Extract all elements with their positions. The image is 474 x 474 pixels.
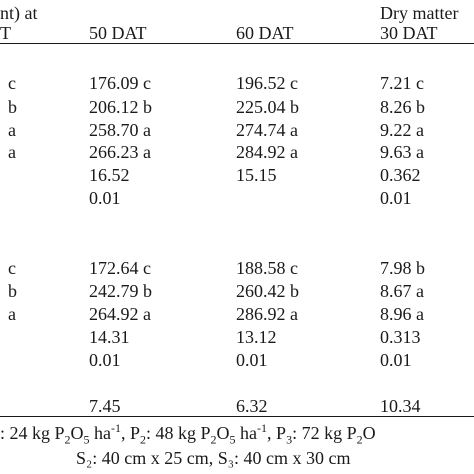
cell-60-dat: 188.58 c xyxy=(236,258,298,278)
lsd-50-dat: 14.31 xyxy=(89,327,130,347)
cell-50-dat: 176.09 c xyxy=(89,73,151,93)
cell-30-dat: 9.22 a xyxy=(380,120,424,140)
cell-30-dat: 7.98 b xyxy=(380,258,425,278)
lsd-30-dat: 0.362 xyxy=(380,165,421,185)
cell-60-dat: 196.52 c xyxy=(236,73,298,93)
cell-60-dat: 284.92 a xyxy=(236,142,298,162)
cv-30-dat: 10.34 xyxy=(380,396,421,416)
cut-letter: a xyxy=(8,120,16,140)
header-partial-left-bottom: T xyxy=(0,23,11,43)
cut-letter: c xyxy=(8,73,16,93)
level-30-dat: 0.01 xyxy=(380,188,412,208)
lsd-60-dat: 15.15 xyxy=(236,165,277,185)
cv-50-dat: 7.45 xyxy=(89,396,121,416)
cell-60-dat: 260.42 b xyxy=(236,281,299,301)
cell-30-dat: 8.26 b xyxy=(380,97,425,117)
cell-30-dat: 7.21 c xyxy=(380,73,424,93)
cut-letter: a xyxy=(8,304,16,324)
lsd-50-dat: 16.52 xyxy=(89,165,130,185)
cell-30-dat: 8.96 a xyxy=(380,304,424,324)
level-60-dat: 0.01 xyxy=(236,350,268,370)
cv-60-dat: 6.32 xyxy=(236,396,268,416)
cell-50-dat: 206.12 b xyxy=(89,97,152,117)
header-dry-matter: Dry matter xyxy=(380,3,459,23)
cut-letter: a xyxy=(8,142,16,162)
cut-letter: b xyxy=(8,281,17,301)
header-partial-left-top: nt) at xyxy=(0,3,38,23)
level-50-dat: 0.01 xyxy=(89,350,121,370)
lsd-30-dat: 0.313 xyxy=(380,327,421,347)
cut-letter: c xyxy=(8,258,16,278)
header-60-dat: 60 DAT xyxy=(236,23,294,43)
footnote-line-1: : 24 kg P2O5 ha-1, P2: 48 kg P2O5 ha-1, … xyxy=(0,421,376,447)
footnote-line-2: S₂: 40 cm x 25 cm, S₃: 40 cm x 30 cm xyxy=(76,448,351,468)
cell-30-dat: 9.63 a xyxy=(380,142,424,162)
cell-50-dat: 266.23 a xyxy=(89,142,151,162)
cell-30-dat: 8.67 a xyxy=(380,281,424,301)
cell-50-dat: 264.92 a xyxy=(89,304,151,324)
cell-60-dat: 225.04 b xyxy=(236,97,299,117)
cut-letter: b xyxy=(8,97,17,117)
header-rule xyxy=(0,43,474,44)
cell-50-dat: 242.79 b xyxy=(89,281,152,301)
header-50-dat: 50 DAT xyxy=(89,23,147,43)
header-30-dat: 30 DAT xyxy=(380,23,438,43)
cell-60-dat: 286.92 a xyxy=(236,304,298,324)
bottom-rule xyxy=(0,416,474,417)
level-50-dat: 0.01 xyxy=(89,188,121,208)
cell-60-dat: 274.74 a xyxy=(236,120,298,140)
cell-50-dat: 172.64 c xyxy=(89,258,151,278)
cell-50-dat: 258.70 a xyxy=(89,120,151,140)
level-30-dat: 0.01 xyxy=(380,350,412,370)
lsd-60-dat: 13.12 xyxy=(236,327,277,347)
